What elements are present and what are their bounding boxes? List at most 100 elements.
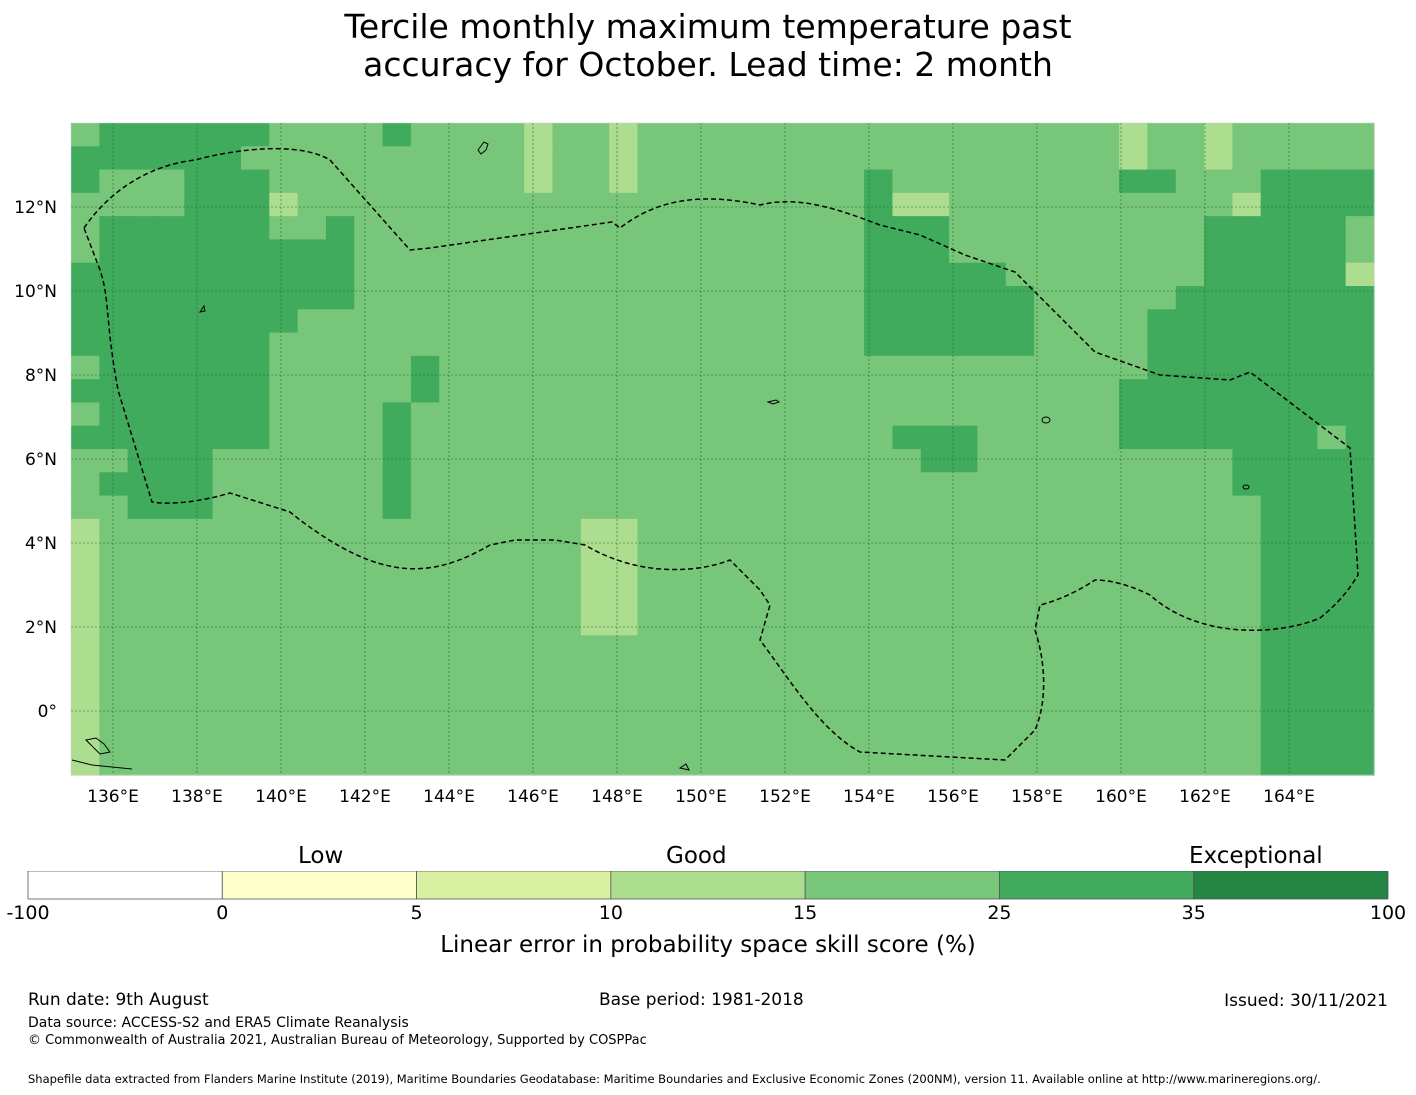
latitude-label: 4°N bbox=[25, 534, 57, 554]
map-cell bbox=[1232, 588, 1262, 613]
map-cell bbox=[1062, 216, 1092, 241]
map-cell bbox=[892, 425, 922, 450]
map-cell bbox=[807, 728, 837, 753]
map-cell bbox=[99, 123, 129, 147]
map-cell bbox=[1204, 612, 1233, 636]
map-cell bbox=[835, 425, 865, 450]
map-cell bbox=[240, 216, 270, 241]
map-cell bbox=[807, 192, 837, 217]
map-cell bbox=[1317, 402, 1347, 427]
skill-score-map: 136°E 138°E 140°E 142°E 144°E 146°E 148°E 150°E… bbox=[14, 122, 1375, 807]
map-cell bbox=[609, 635, 639, 660]
map-cell bbox=[1204, 379, 1233, 404]
map-cell bbox=[467, 286, 497, 310]
map-cell bbox=[637, 286, 667, 310]
map-cell bbox=[609, 449, 639, 473]
map-cell bbox=[99, 449, 129, 473]
map-cell bbox=[127, 658, 157, 683]
map-cell bbox=[1005, 286, 1035, 310]
map-cell bbox=[694, 495, 724, 520]
map-cell bbox=[920, 216, 950, 241]
map-cell bbox=[1147, 216, 1177, 241]
map-cell bbox=[807, 518, 837, 543]
map-cell bbox=[495, 681, 525, 706]
map-cell bbox=[1345, 146, 1375, 171]
map-cell bbox=[977, 635, 1007, 660]
map-cell bbox=[524, 658, 554, 683]
map-cell bbox=[524, 192, 554, 217]
map-cell bbox=[1317, 751, 1347, 776]
map-cell bbox=[467, 355, 497, 380]
map-cell bbox=[155, 192, 185, 217]
map-cell bbox=[920, 332, 950, 357]
map-cell bbox=[71, 495, 100, 520]
map-cell bbox=[99, 542, 129, 567]
map-cell bbox=[920, 472, 950, 497]
map-cell bbox=[694, 332, 724, 357]
map-cell bbox=[1147, 332, 1177, 357]
colorbar-tick-label: 15 bbox=[793, 902, 818, 924]
data-source: Data source: ACCESS-S2 and ERA5 Climate … bbox=[28, 1015, 409, 1031]
latitude-label: 2°N bbox=[25, 618, 57, 638]
map-cell bbox=[892, 216, 922, 241]
map-cell bbox=[325, 425, 355, 450]
map-cell bbox=[779, 612, 809, 636]
map-cell bbox=[524, 635, 554, 660]
map-cell bbox=[694, 472, 724, 497]
map-cell bbox=[1204, 146, 1233, 171]
map-cell bbox=[269, 192, 299, 217]
map-cell bbox=[325, 565, 355, 590]
map-cell bbox=[1090, 379, 1120, 404]
map-cell bbox=[354, 542, 384, 567]
map-cell bbox=[467, 332, 497, 357]
map-cell bbox=[864, 588, 894, 613]
map-cell bbox=[467, 309, 497, 334]
map-cell bbox=[1090, 705, 1120, 730]
map-cell bbox=[382, 751, 412, 776]
map-cell bbox=[949, 332, 979, 357]
map-cell bbox=[864, 728, 894, 753]
map-cell bbox=[1204, 169, 1233, 194]
map-cell bbox=[552, 681, 582, 706]
map-cell bbox=[184, 612, 214, 636]
colorbar-category-low: Low bbox=[298, 843, 344, 869]
map-cell bbox=[1345, 379, 1375, 404]
map-cell bbox=[354, 612, 384, 636]
map-cell bbox=[552, 751, 582, 776]
map-cell bbox=[71, 542, 100, 567]
map-cell bbox=[1260, 705, 1290, 730]
map-cell bbox=[1317, 146, 1347, 171]
colorbar-segment bbox=[610, 871, 806, 900]
map-cell bbox=[750, 216, 780, 241]
map-cell bbox=[71, 705, 100, 730]
map-cell bbox=[835, 379, 865, 404]
map-cell bbox=[722, 146, 752, 171]
map-cell bbox=[325, 542, 355, 567]
map-cell bbox=[1232, 518, 1262, 543]
map-cell bbox=[184, 565, 214, 590]
map-cell bbox=[1317, 728, 1347, 753]
map-cell bbox=[240, 542, 270, 567]
map-cell bbox=[1147, 565, 1177, 590]
map-cell bbox=[297, 355, 327, 380]
map-cell bbox=[637, 705, 667, 730]
map-cell bbox=[1317, 658, 1347, 683]
map-cell bbox=[1005, 681, 1035, 706]
map-cell bbox=[609, 332, 639, 357]
map-cell bbox=[977, 262, 1007, 287]
longitude-label: 162°E bbox=[1179, 787, 1231, 807]
map-cell bbox=[1005, 565, 1035, 590]
map-cell bbox=[609, 355, 639, 380]
map-cell bbox=[1204, 355, 1233, 380]
map-cell bbox=[722, 355, 752, 380]
map-cell bbox=[892, 379, 922, 404]
map-cell bbox=[722, 262, 752, 287]
map-cell bbox=[949, 495, 979, 520]
map-cell bbox=[694, 216, 724, 241]
map-cell bbox=[240, 681, 270, 706]
map-cell bbox=[1345, 192, 1375, 217]
map-cell bbox=[580, 588, 610, 613]
map-cell bbox=[949, 216, 979, 241]
map-cell bbox=[892, 355, 922, 380]
map-cell bbox=[1062, 379, 1092, 404]
